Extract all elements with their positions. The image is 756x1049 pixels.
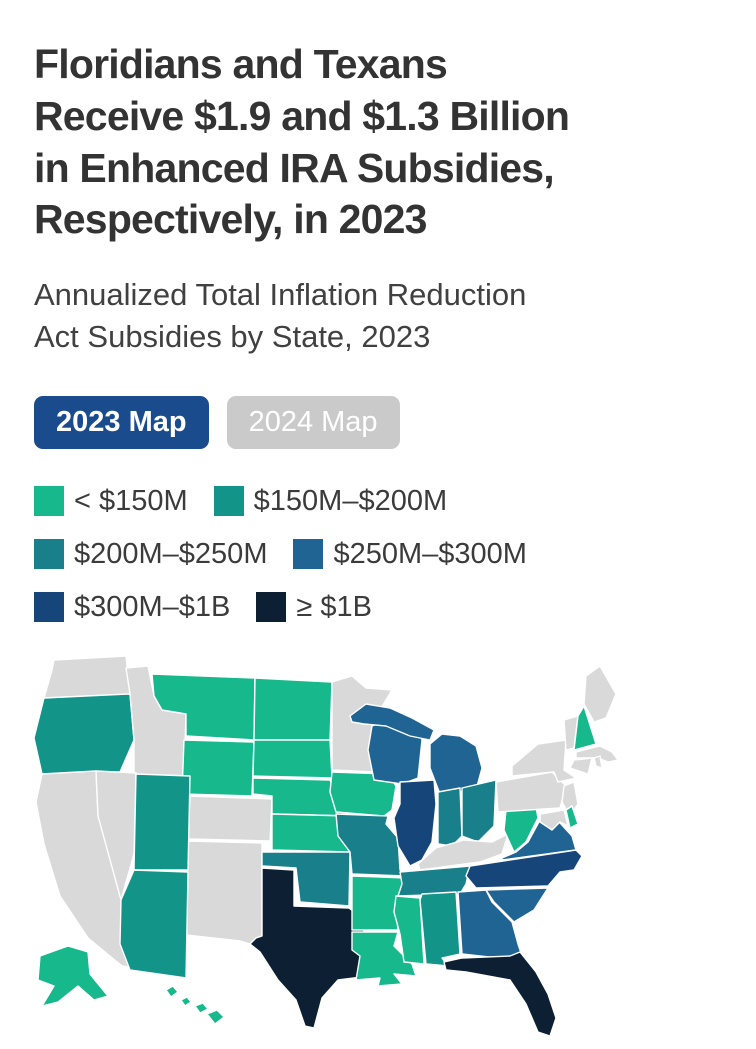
state-SD[interactable]: South Dakota — [252, 739, 333, 779]
legend-label: $150M–$200M — [253, 484, 448, 517]
state-NC[interactable]: North Carolina — [465, 849, 583, 889]
state-CO[interactable]: Colorado — [187, 795, 273, 842]
state-UT[interactable]: Utah — [133, 773, 191, 871]
state-LA[interactable]: Louisiana — [351, 931, 417, 987]
toggle-2023-map-button[interactable]: 2023 Map — [34, 395, 209, 449]
legend-label: $250M–$300M — [333, 537, 527, 570]
legend-item: ≥ $1B — [256, 591, 372, 624]
state-AZ[interactable]: Arizona — [119, 869, 189, 979]
infographic: Floridians and Texans Receive $1.9 and $… — [34, 39, 726, 624]
state-FL[interactable]: Florida — [443, 951, 557, 1037]
title-line: Floridians and Texans — [34, 41, 448, 88]
map-legend: < $150M $150M–$200M $200M–$250M $250M–$3… — [34, 485, 594, 624]
us-choropleth-map: WashingtonOregonCaliforniaIdahoNevadaMon… — [0, 644, 756, 1049]
legend-item: $300M–$1B — [34, 591, 230, 624]
chart-subtitle: Annualized Total Inflation Reduction Act… — [34, 274, 726, 358]
state-OH[interactable]: Ohio — [461, 779, 497, 843]
state-DE[interactable]: Delaware — [565, 805, 579, 829]
state-SC[interactable]: South Carolina — [485, 887, 549, 923]
legend-label: $200M–$250M — [74, 537, 268, 570]
state-NY[interactable]: New York — [511, 739, 577, 783]
legend-swatch — [293, 539, 324, 570]
legend-label: ≥ $1B — [296, 590, 372, 623]
legend-item: < $150M — [34, 485, 188, 518]
legend-swatch — [213, 486, 244, 517]
legend-label: < $150M — [74, 484, 188, 517]
legend-swatch — [256, 592, 287, 623]
state-NM[interactable]: New Mexico — [185, 840, 263, 945]
legend-item: $200M–$250M — [34, 538, 267, 571]
title-line: Receive $1.9 and $1.3 Billion — [34, 93, 570, 140]
state-NV[interactable]: Nevada — [95, 770, 137, 901]
map-year-toggle: 2023 Map 2024 Map — [34, 395, 726, 449]
us-map: WashingtonOregonCaliforniaIdahoNevadaMon… — [33, 655, 619, 1037]
legend-swatch — [34, 539, 64, 570]
legend-label: $300M–$1B — [74, 590, 231, 623]
state-OR[interactable]: Oregon — [33, 693, 135, 775]
state-HI[interactable]: Hawaii — [165, 985, 225, 1025]
subtitle-line: Act Subsidies by State, 2023 — [34, 318, 431, 354]
legend-swatch — [34, 486, 64, 517]
toggle-2024-map-button[interactable]: 2024 Map — [226, 395, 400, 449]
state-MD[interactable]: Maryland — [539, 809, 569, 831]
subtitle-line: Annualized Total Inflation Reduction — [34, 276, 527, 312]
state-ME[interactable]: Maine — [583, 665, 617, 723]
page-title: Floridians and Texans Receive $1.9 and $… — [34, 39, 726, 246]
legend-item: $150M–$200M — [213, 484, 448, 518]
legend-item: $250M–$300M — [293, 537, 527, 571]
title-line: Respectively, in 2023 — [34, 196, 427, 243]
state-ND[interactable]: North Dakota — [253, 677, 333, 741]
state-CT[interactable]: Connecticut — [569, 757, 593, 775]
state-MI[interactable]: Michigan — [349, 703, 483, 795]
legend-swatch — [34, 592, 64, 623]
state-IL[interactable]: Illinois — [393, 779, 437, 867]
state-AK[interactable]: Alaska — [37, 945, 109, 1007]
state-AL[interactable]: Alabama — [419, 891, 461, 967]
state-IN[interactable]: Indiana — [437, 787, 463, 847]
state-RI[interactable]: Rhode Island — [593, 755, 603, 769]
state-NH[interactable]: New Hampshire — [573, 705, 597, 751]
state-WA[interactable]: Washington — [43, 655, 131, 699]
state-TX[interactable]: Texas — [249, 867, 373, 1029]
title-line: in Enhanced IRA Subsidies, — [34, 144, 555, 191]
state-PA[interactable]: Pennsylvania — [495, 771, 567, 813]
state-WY[interactable]: Wyoming — [181, 739, 255, 797]
